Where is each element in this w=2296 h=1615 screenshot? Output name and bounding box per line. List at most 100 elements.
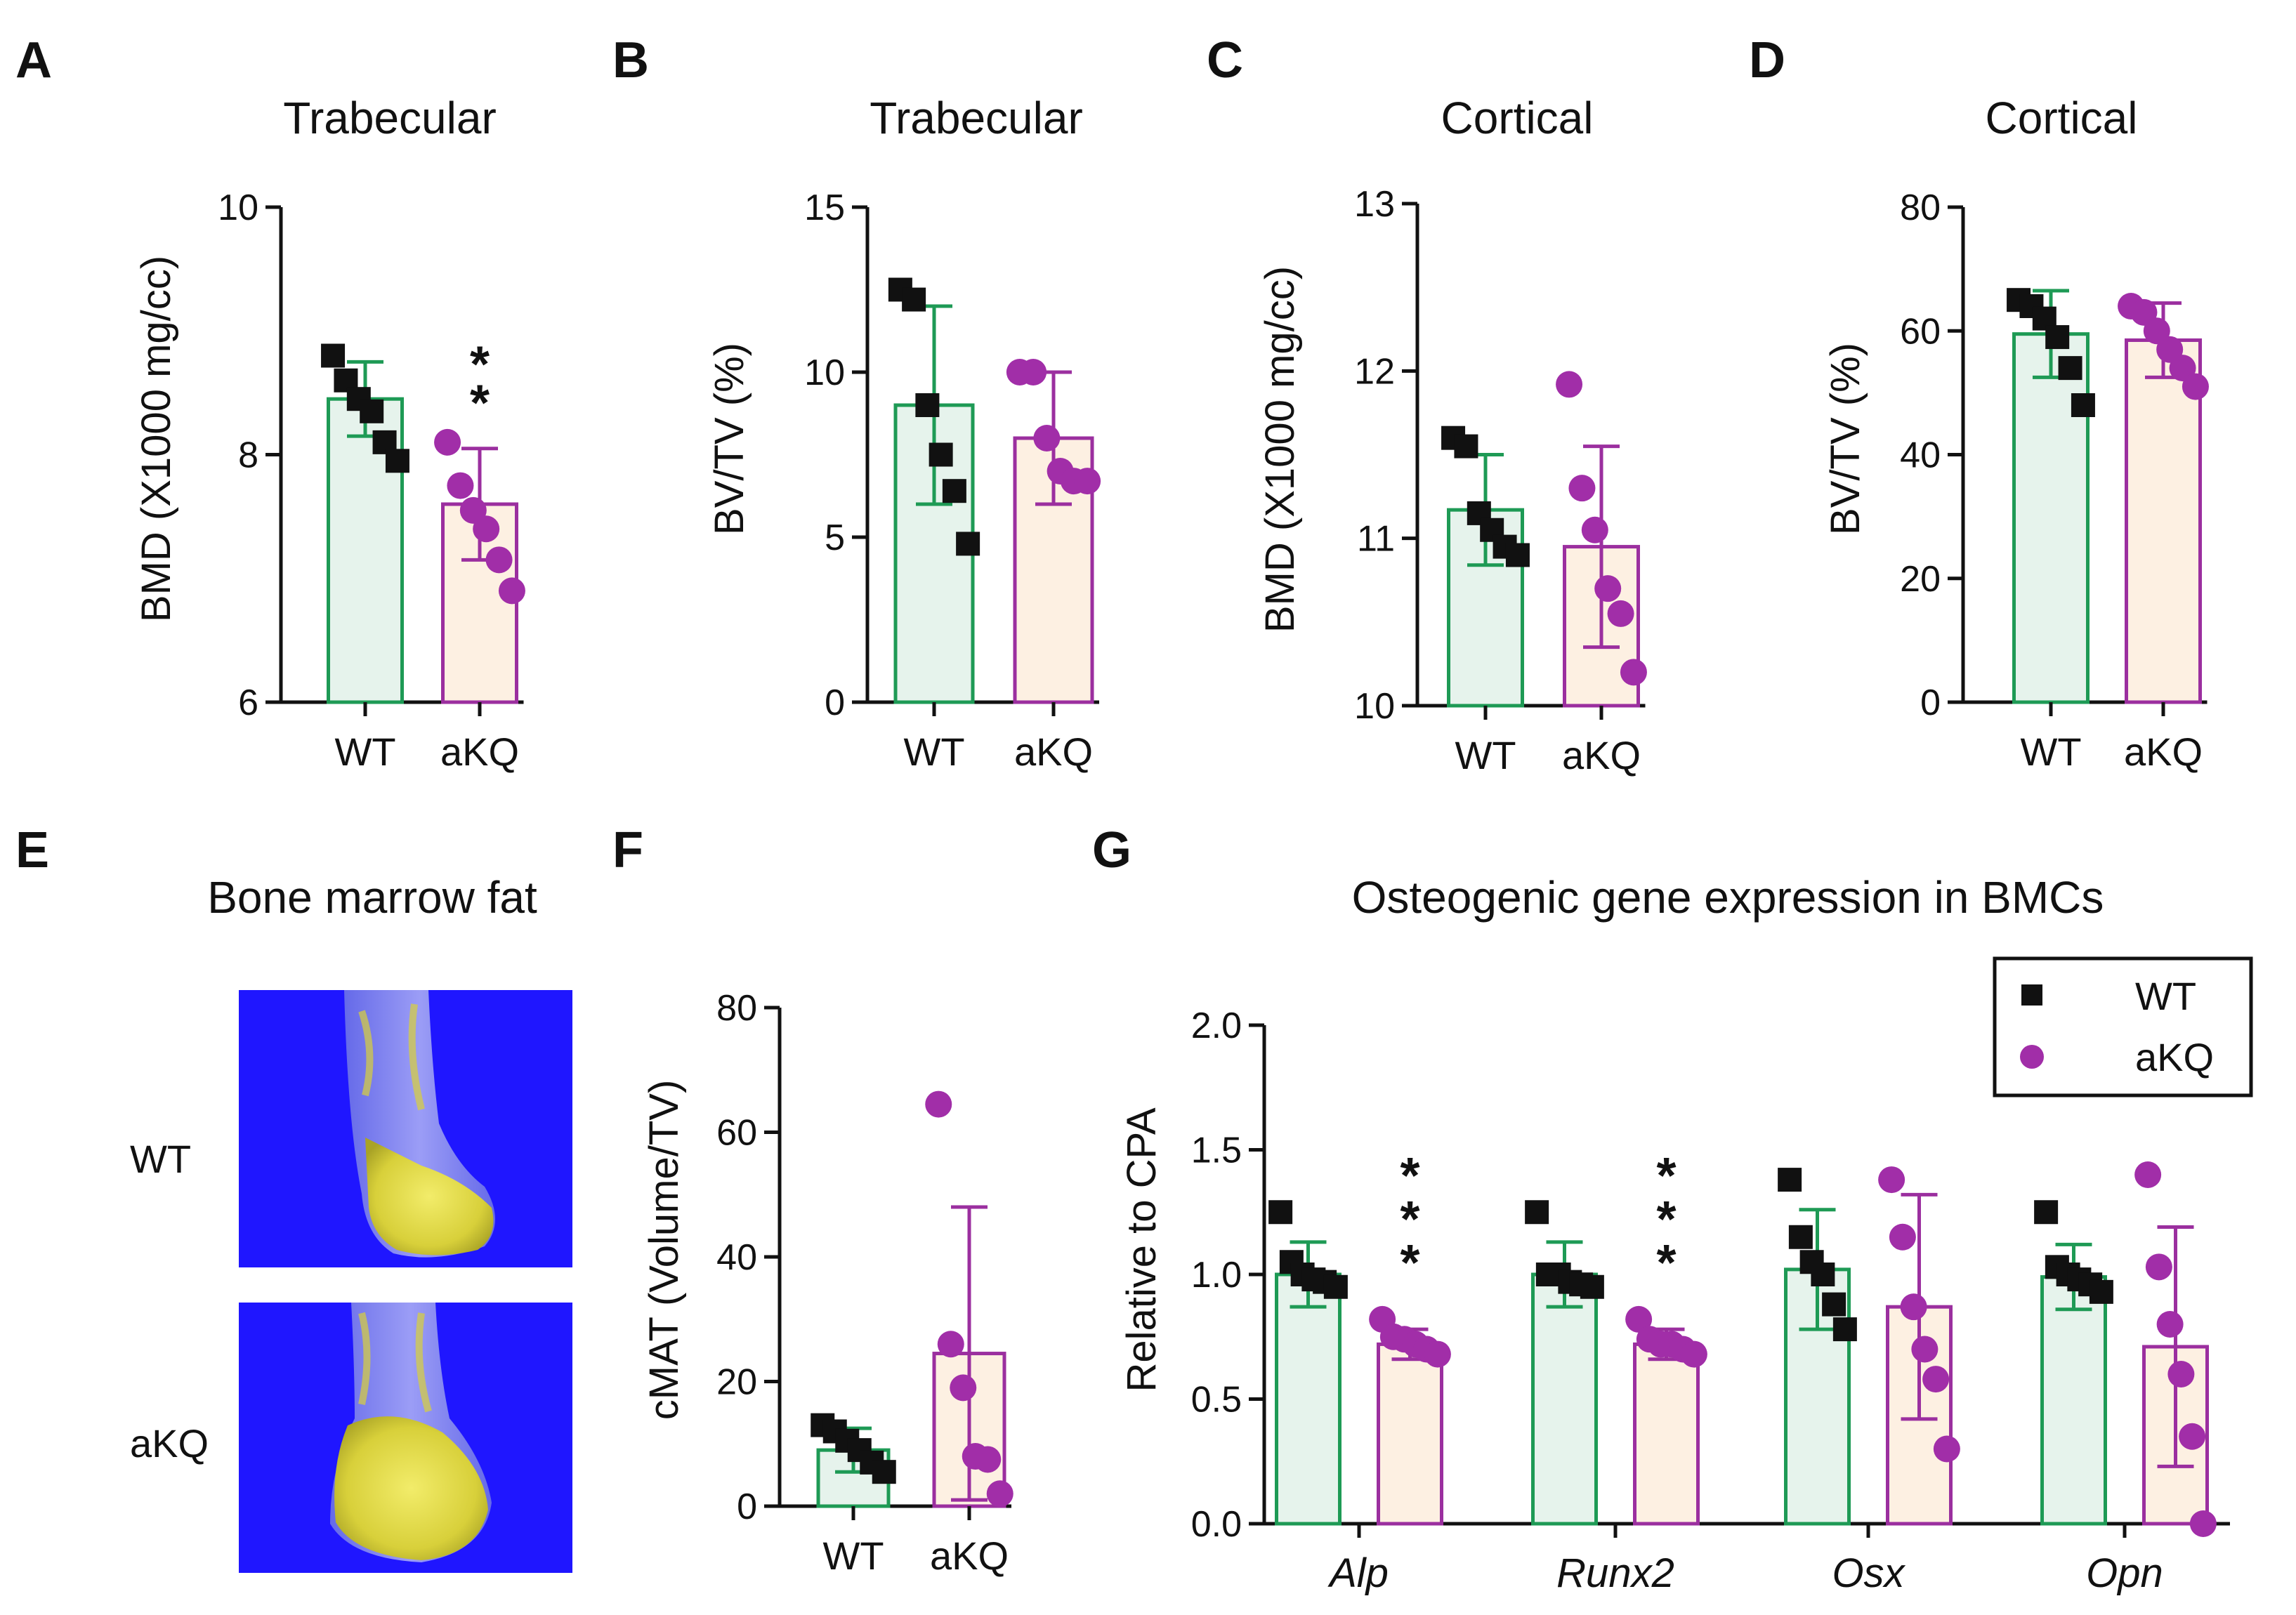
data-point-circle [1020, 359, 1047, 385]
chart-a: 6 8 10 WT aKQ ** [218, 187, 525, 774]
significance-star: * [1400, 1192, 1419, 1248]
significance-star: * [470, 337, 490, 393]
y-tick-label: 0 [825, 683, 845, 723]
bar [1377, 1342, 1443, 1526]
data-point-square [1525, 1200, 1549, 1225]
x-tick-label: WT [822, 1534, 884, 1578]
chart-b: 0 5 10 15 WT aKQ [804, 187, 1101, 774]
y-tick-label: 10 [804, 352, 845, 393]
data-point-square [1832, 1317, 1857, 1342]
y-tick-label: 0 [737, 1487, 757, 1527]
chart-title: Trabecular [283, 93, 497, 143]
legend-label-akq: aKQ [2135, 1035, 2214, 1079]
x-tick-label: Runx2 [1556, 1550, 1674, 1596]
data-point-circle [950, 1374, 977, 1402]
data-point-circle [1594, 575, 1622, 602]
bar-group-wt [1778, 1168, 1857, 1526]
data-point-square [321, 343, 346, 368]
bar-group-akq [1006, 359, 1101, 704]
bar [2012, 332, 2090, 704]
y-tick-label: 12 [1354, 351, 1395, 392]
y-tick-label: 80 [716, 988, 757, 1029]
data-point-square [956, 532, 980, 556]
data-point-square [1778, 1168, 1802, 1192]
data-point-circle [986, 1480, 1013, 1508]
data-point-circle [2156, 1311, 2184, 1338]
data-point-circle [2130, 298, 2158, 326]
y-tick-label: 60 [1900, 311, 1941, 352]
y-tick-label: 1.0 [1191, 1255, 1242, 1296]
bar-group-wt [811, 1413, 896, 1508]
y-axis-label: BMD (X1000 mg/cc) [133, 256, 179, 622]
bar-group-akq [2118, 293, 2209, 704]
data-point-circle [498, 577, 525, 605]
panel-letter-c: C [1207, 32, 1243, 88]
data-point-circle [1581, 516, 1608, 543]
marrow-fat [334, 1416, 488, 1560]
y-tick-label: 10 [218, 187, 258, 228]
data-point-circle [1607, 600, 1634, 627]
legend-marker-wt [2021, 984, 2042, 1006]
panel-f: F cMAT (Volume/TV) [612, 822, 687, 1420]
bar-group-akq [925, 1090, 1013, 1508]
x-tick-label: Osx [1832, 1550, 1905, 1596]
y-tick-label: 40 [1900, 435, 1941, 476]
bar-group-akq [1625, 1305, 1707, 1526]
data-point-circle [1922, 1366, 1950, 1393]
data-point-square [1788, 1225, 1813, 1249]
y-tick-label: 10 [1354, 686, 1395, 727]
chart-title: Cortical [1986, 93, 2138, 143]
x-tick-label: aKQ [1014, 730, 1093, 774]
chart-c: 10 11 12 13 WT aKQ [1354, 184, 1647, 777]
data-point-circle [974, 1446, 1002, 1473]
row-label-akq: aKQ [130, 1421, 209, 1465]
x-tick-label: aKQ [440, 730, 519, 774]
x-tick-label: Alp [1327, 1550, 1389, 1596]
data-point-circle [1911, 1336, 1939, 1363]
bar-group-wt [2007, 288, 2095, 704]
data-point-circle [434, 428, 461, 456]
chart-title: Trabecular [870, 93, 1083, 143]
x-tick-label: WT [2020, 730, 2081, 774]
data-point-square [872, 1460, 896, 1484]
data-point-square [2058, 356, 2082, 381]
bar-group-akq [1556, 371, 1647, 708]
data-point-circle [1620, 659, 1647, 686]
bar-group-akq [2134, 1161, 2217, 1537]
data-point-circle [447, 472, 474, 499]
y-tick-label: 11 [1357, 519, 1395, 560]
data-point-circle [1625, 1305, 1653, 1333]
panel-letter-a: A [15, 32, 52, 88]
panel-d: D Cortical BV/TV (%) [1749, 32, 2137, 535]
y-axis-label: BMD (X1000 mg/cc) [1257, 266, 1303, 633]
bar-group-wt [1525, 1200, 1604, 1526]
bar [1633, 1342, 1700, 1526]
significance-star: * [1656, 1192, 1676, 1248]
x-tick-label: aKQ [1562, 733, 1641, 777]
significance-star: * [1400, 1148, 1419, 1204]
data-point-square [2071, 393, 2095, 417]
data-point-circle [1568, 475, 1596, 502]
y-tick-label: 15 [804, 187, 845, 228]
bar-group-wt [1441, 426, 1530, 708]
significance-star: * [470, 376, 490, 432]
panel-letter-e: E [15, 822, 49, 878]
data-point-square [1268, 1200, 1293, 1225]
y-tick-label: 80 [1900, 187, 1941, 228]
y-axis-label: BV/TV (%) [707, 343, 752, 535]
panel-c: C Cortical BMD (X1000 mg/cc) [1207, 32, 1593, 633]
panel-b: B Trabecular BV/TV (%) [612, 32, 1083, 535]
data-point-circle [459, 496, 487, 524]
legend-box [1993, 956, 2253, 1097]
bar-group-wt [321, 343, 409, 704]
y-tick-label: 20 [1900, 559, 1941, 600]
panel-g: G Osteogenic gene expression in BMCs Rel… [1092, 822, 2253, 1392]
y-axis-label: Relative to CPA [1119, 1107, 1165, 1392]
data-point-square [2089, 1279, 2113, 1304]
y-tick-label: 0.0 [1191, 1504, 1242, 1545]
bar-group-wt [888, 277, 980, 704]
y-tick-label: 0.5 [1191, 1380, 1242, 1420]
y-tick-label: 8 [238, 435, 258, 476]
